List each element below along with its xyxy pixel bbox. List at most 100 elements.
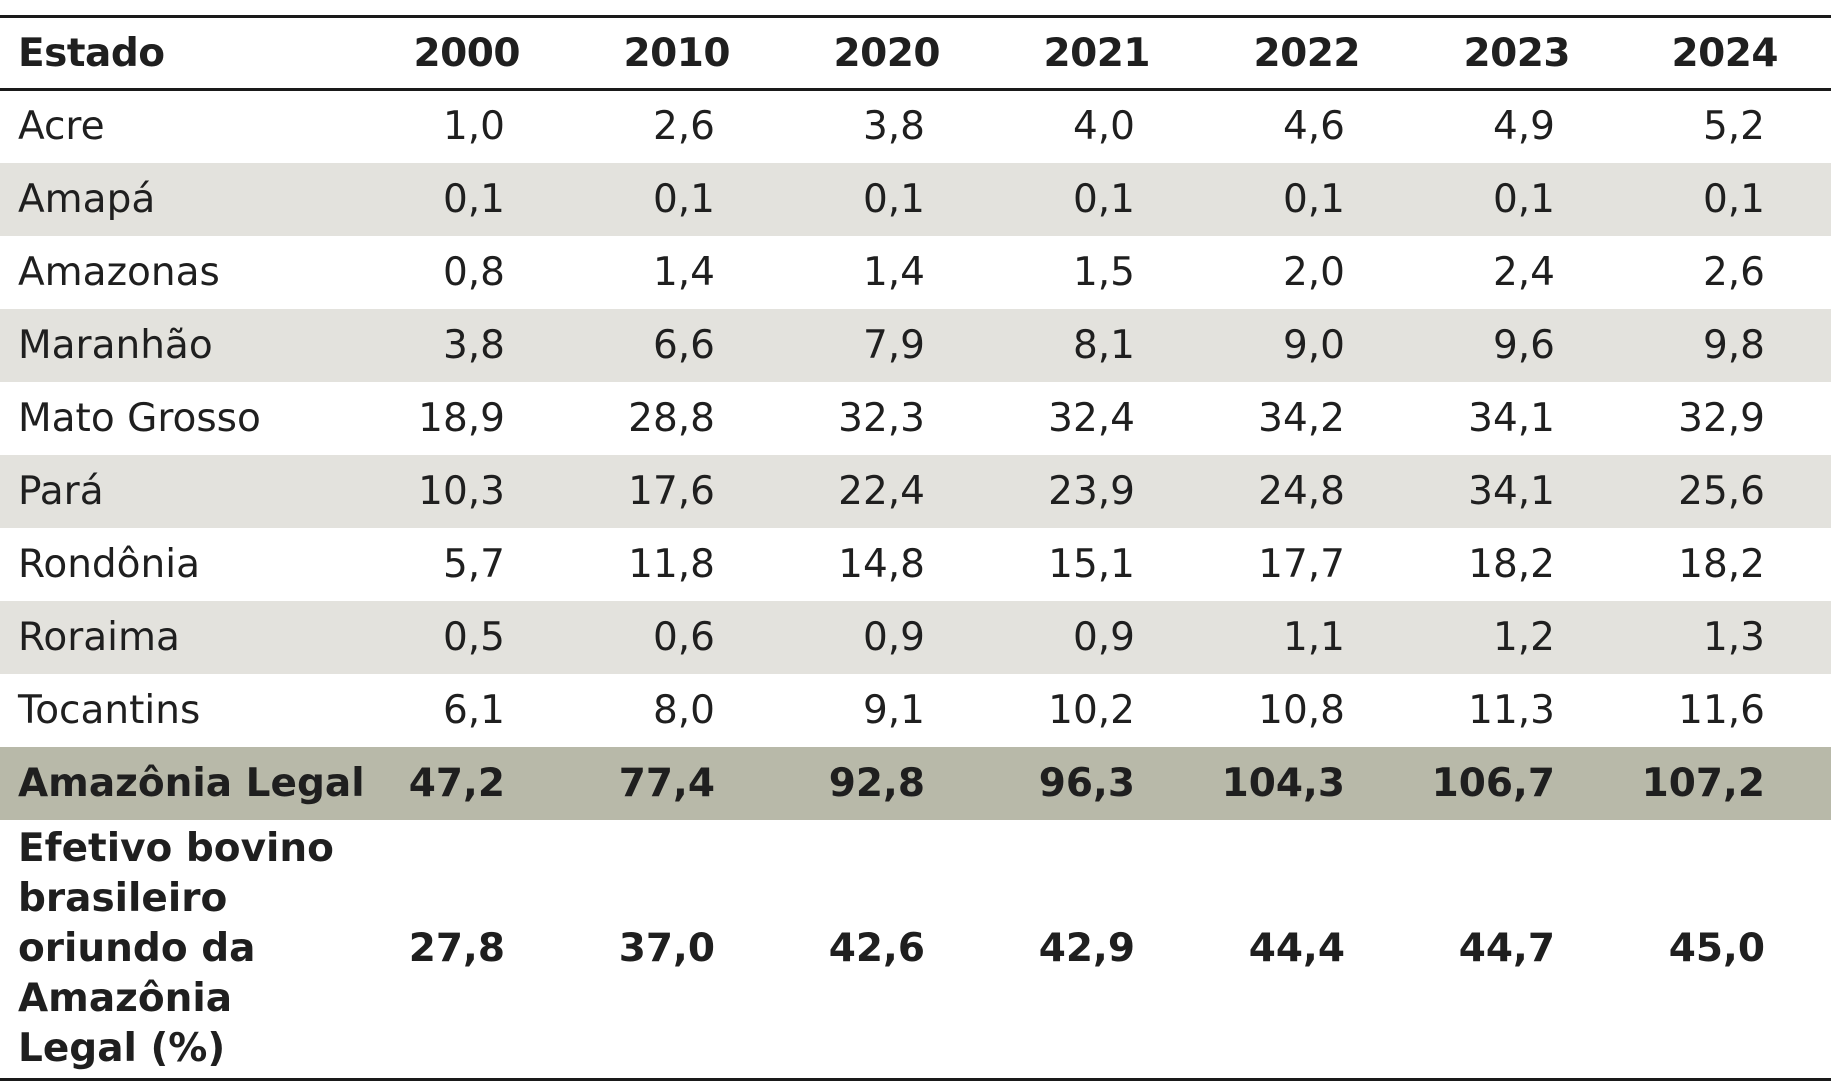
table-row: Roraima 0,5 0,6 0,9 0,9 1,1 1,2 1,3 [0,600,1831,674]
total-value: 92,8 [828,760,925,806]
state-value: 7,9 [862,322,925,368]
state-value: 1,4 [652,249,715,295]
state-value: 0,6 [652,614,715,660]
table-row: Amazonas 0,8 1,4 1,4 1,5 2,0 2,4 2,6 [0,236,1831,309]
state-value: 5,7 [442,541,505,587]
table-body: Acre 1,0 2,6 3,8 4,0 4,6 4,9 5,2 Amapá 0,1 0,1 0,1 0… [0,90,1831,1081]
state-value: 0,1 [1702,176,1765,222]
total-value: 104,3 [1221,760,1345,806]
table-row: Tocantins 6,1 8,0 9,1 10,2 10,8 11,3 11,6 [0,674,1831,747]
state-value: 24,8 [1258,468,1345,514]
state-value: 34,1 [1468,468,1555,514]
state-value: 8,0 [652,687,715,733]
share-value: 45,0 [1620,819,1831,1081]
total-value: 96,3 [1038,760,1135,806]
header-year-2000: 2000 [360,15,570,91]
total-value: 107,2 [1641,760,1765,806]
header-year-2022: 2022 [1200,15,1410,91]
state-value: 14,8 [838,541,925,587]
state-value: 0,1 [1492,176,1555,222]
state-value: 1,1 [1282,614,1345,660]
share-value: 42,9 [990,819,1200,1081]
share-value: 42,6 [780,819,990,1081]
total-value: 47,2 [408,760,505,806]
table-row: Maranhão 3,8 6,6 7,9 8,1 9,0 9,6 9,8 [0,308,1831,382]
state-value: 1,5 [1072,249,1135,295]
state-value: 2,6 [1702,249,1765,295]
share-value: 44,7 [1410,819,1620,1081]
state-name: Roraima [18,614,180,660]
state-value: 18,2 [1678,541,1765,587]
state-value: 9,8 [1702,322,1765,368]
state-value: 34,2 [1258,395,1345,441]
state-value: 10,8 [1258,687,1345,733]
state-value: 22,4 [838,468,925,514]
total-row: Amazônia Legal 47,2 77,4 92,8 96,3 104,3… [0,746,1831,820]
state-value: 9,0 [1282,322,1345,368]
state-value: 10,3 [418,468,505,514]
state-value: 3,8 [862,104,925,150]
table-row: Pará 10,3 17,6 22,4 23,9 24,8 34,1 25,6 [0,454,1831,528]
state-value: 11,6 [1678,687,1765,733]
state-value: 1,4 [862,249,925,295]
state-value: 32,9 [1678,395,1765,441]
state-name: Rondônia [18,541,200,587]
state-name: Pará [18,468,104,514]
share-value: 37,0 [570,819,780,1081]
state-value: 0,1 [652,176,715,222]
table-row: Acre 1,0 2,6 3,8 4,0 4,6 4,9 5,2 [0,90,1831,163]
state-value: 0,5 [442,614,505,660]
state-value: 28,8 [628,395,715,441]
state-value: 6,1 [442,687,505,733]
state-name: Maranhão [18,322,213,368]
header-year-2010: 2010 [570,15,780,91]
state-value: 2,0 [1282,249,1345,295]
table-row: Amapá 0,1 0,1 0,1 0,1 0,1 0,1 0,1 [0,162,1831,236]
state-value: 10,2 [1048,687,1135,733]
state-value: 32,3 [838,395,925,441]
total-value: 77,4 [618,760,715,806]
state-value: 11,8 [628,541,715,587]
state-value: 34,1 [1468,395,1555,441]
state-value: 11,3 [1468,687,1555,733]
header-state: Estado [0,15,360,91]
cattle-herd-table: Estado 2000 2010 2020 2021 2022 2023 202… [0,15,1831,1081]
state-value: 17,7 [1258,541,1345,587]
state-value: 15,1 [1048,541,1135,587]
state-value: 4,9 [1492,104,1555,150]
state-value: 0,1 [862,176,925,222]
state-value: 23,9 [1048,468,1135,514]
state-value: 0,1 [1282,176,1345,222]
state-value: 0,9 [1072,614,1135,660]
state-value: 18,9 [418,395,505,441]
state-value: 0,1 [1072,176,1135,222]
header-year-2021: 2021 [990,15,1200,91]
state-value: 4,6 [1282,104,1345,150]
table-row: Rondônia 5,7 11,8 14,8 15,1 17,7 18,2 18,2 [0,528,1831,601]
state-name: Acre [18,104,105,150]
state-value: 8,1 [1072,322,1135,368]
state-value: 9,6 [1492,322,1555,368]
state-name: Tocantins [18,687,201,733]
state-value: 4,0 [1072,104,1135,150]
share-value: 27,8 [360,819,570,1081]
state-value: 6,6 [652,322,715,368]
state-value: 2,6 [652,104,715,150]
state-value: 3,8 [442,322,505,368]
share-value: 44,4 [1200,819,1410,1081]
state-value: 0,1 [442,176,505,222]
state-value: 9,1 [862,687,925,733]
state-name: Mato Grosso [18,395,261,441]
share-row: Efetivo bovino brasileiro oriundo da Ama… [0,819,1831,1081]
state-value: 18,2 [1468,541,1555,587]
state-value: 0,8 [442,249,505,295]
state-value: 1,0 [442,104,505,150]
total-row-label: Amazônia Legal [18,760,365,806]
share-row-label: Efetivo bovino brasileiro oriundo da Ama… [0,819,360,1081]
state-value: 25,6 [1678,468,1765,514]
state-value: 1,2 [1492,614,1555,660]
state-value: 17,6 [628,468,715,514]
state-value: 32,4 [1048,395,1135,441]
state-value: 0,9 [862,614,925,660]
